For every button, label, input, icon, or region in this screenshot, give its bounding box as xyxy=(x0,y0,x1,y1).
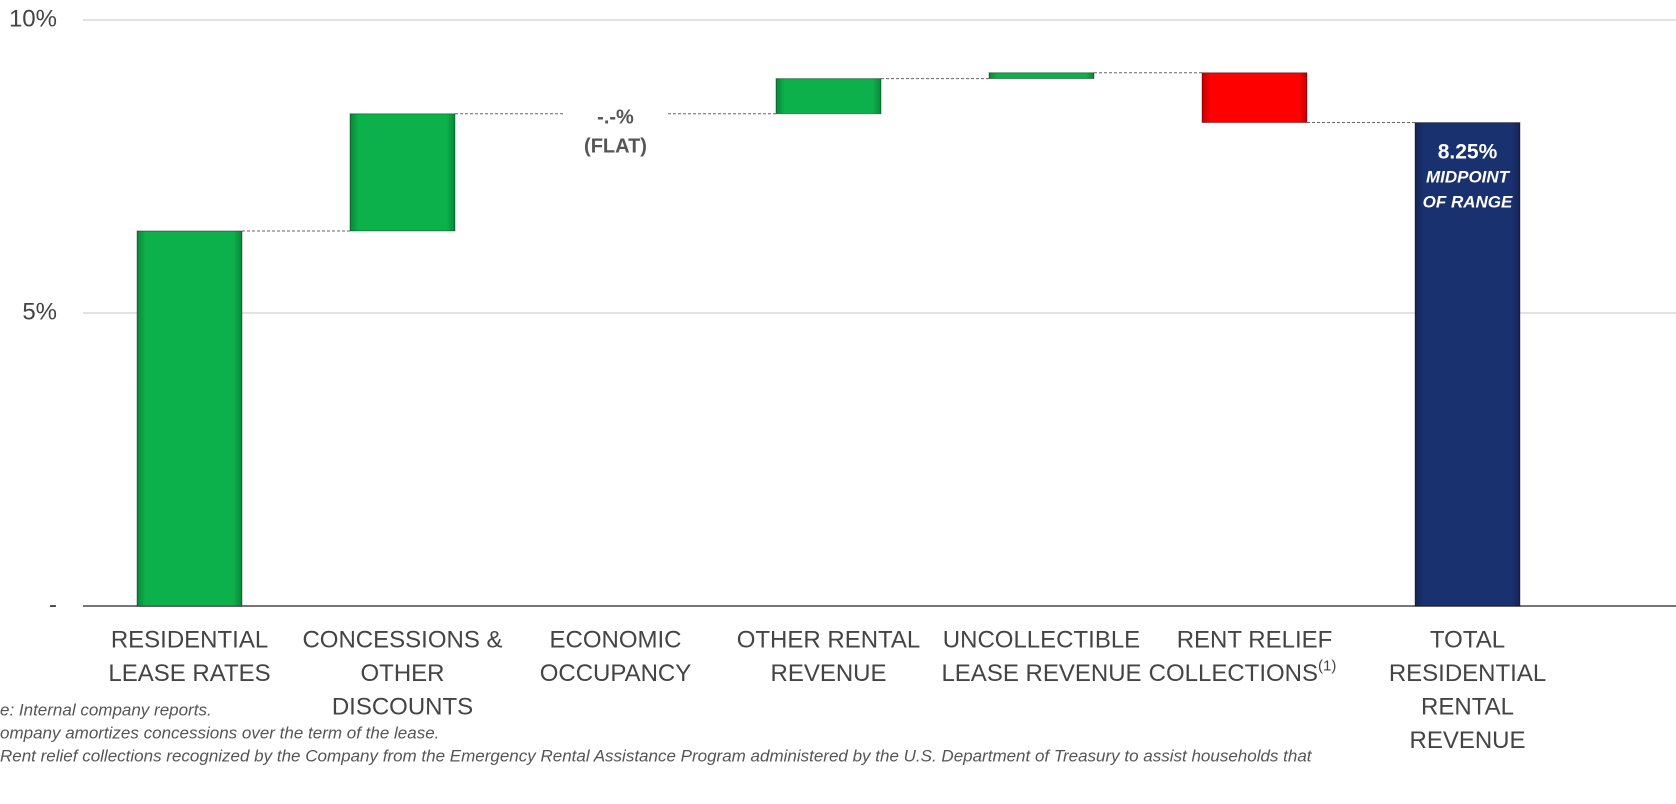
footnote: ompany amortizes concessions over the te… xyxy=(0,723,439,742)
bar xyxy=(136,230,243,607)
x-tick-label: COLLECTIONS(1) xyxy=(1149,657,1337,686)
y-tick-label: - xyxy=(49,591,57,618)
value-label: -.-% xyxy=(597,106,634,128)
annotation: (FLAT) xyxy=(584,135,647,157)
x-tick-label: DISCOUNTS xyxy=(332,693,473,720)
bar xyxy=(775,78,882,115)
y-tick-label: 5% xyxy=(22,298,57,325)
bar xyxy=(349,113,456,232)
x-tick-label: UNCOLLECTIBLE xyxy=(943,626,1140,653)
x-tick-label: RENTAL xyxy=(1421,693,1514,720)
y-tick-label: 10% xyxy=(9,5,57,32)
x-tick-label: RENT RELIEF xyxy=(1177,626,1333,653)
footnote: e: Internal company reports. xyxy=(0,700,212,719)
footnote: Rent relief collections recognized by th… xyxy=(0,746,1313,765)
annotation: OF RANGE xyxy=(1423,192,1513,211)
x-tick-label: REVENUE xyxy=(770,660,886,687)
x-tick-label: RESIDENTIAL xyxy=(111,626,268,653)
x-tick-label: OTHER xyxy=(361,660,445,687)
value-label: 8.25% xyxy=(1438,141,1498,164)
x-tick-label: OCCUPANCY xyxy=(540,660,692,687)
footnote-marker: (1) xyxy=(1318,657,1336,674)
x-tick-label: ECONOMIC xyxy=(550,626,682,653)
x-tick-label: LEASE REVENUE xyxy=(941,660,1141,687)
annotation: MIDPOINT xyxy=(1426,167,1511,186)
x-tick-label: OTHER RENTAL xyxy=(737,626,921,653)
x-tick-label: REVENUE xyxy=(1409,727,1525,754)
bar xyxy=(1201,72,1308,124)
x-tick-label: TOTAL xyxy=(1430,626,1505,653)
x-tick-label: CONCESSIONS & xyxy=(302,626,502,653)
x-tick-label: LEASE RATES xyxy=(108,660,270,687)
bar xyxy=(988,72,1095,80)
x-tick-label: RESIDENTIAL xyxy=(1389,660,1546,687)
